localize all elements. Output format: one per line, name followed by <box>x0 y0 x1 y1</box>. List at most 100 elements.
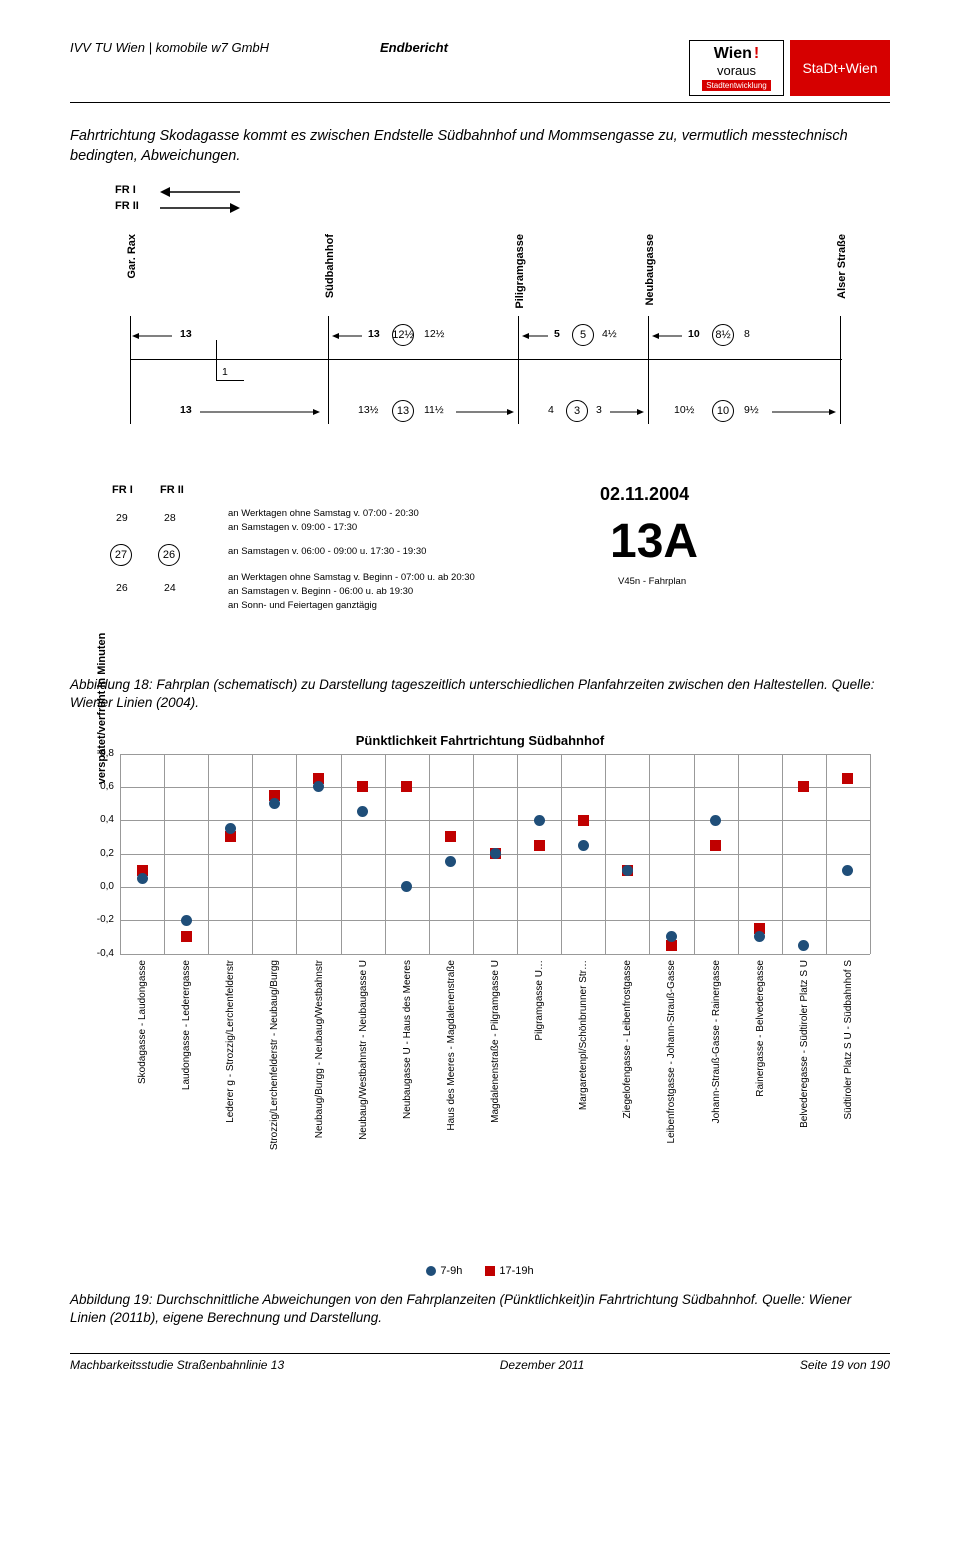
y-tick-label: -0,4 <box>80 948 114 959</box>
page-header: IVV TU Wien | komobile w7 GmbH Endberich… <box>70 40 890 96</box>
header-logos: Wien! voraus Stadtentwicklung StaDt+Wien <box>689 40 890 96</box>
y-tick-label: 0,0 <box>80 881 114 892</box>
stop-label: Neubaugasse <box>644 234 656 306</box>
grid-line <box>341 754 342 954</box>
grid-line <box>296 754 297 954</box>
y-tick-label: 0,2 <box>80 848 114 859</box>
line-number: 13A <box>610 514 698 569</box>
data-point <box>490 848 501 859</box>
grid-line <box>120 754 870 755</box>
arrow-left-icon <box>160 186 240 198</box>
data-point <box>754 931 765 942</box>
schematic-figure: FR I FR II Gar. Rax Südbahnhof Piligramg… <box>70 184 890 664</box>
x-tick-label: Neubaug/Burgg - Neubaug/Westbahnstr <box>314 960 325 1138</box>
y-tick-label: -0,2 <box>80 914 114 925</box>
caption-19: Abbildung 19: Durchschnittliche Abweichu… <box>70 1291 890 1327</box>
data-point <box>710 815 721 826</box>
grid-line <box>120 754 121 954</box>
x-tick-label: Strozzig/Lerchenfelderstr - Neubaug/Burg… <box>269 960 280 1150</box>
x-tick-label: Laudongasse - Lederergasse <box>181 960 192 1090</box>
data-point <box>357 806 368 817</box>
stop-label: Südbahnhof <box>324 234 336 298</box>
grid-line <box>120 787 870 788</box>
data-point <box>401 781 412 792</box>
x-tick-label: Rainergasse - Belvederegasse <box>755 960 766 1097</box>
data-point <box>181 915 192 926</box>
x-tick-label: Pilgramgasse U… <box>534 960 545 1041</box>
x-tick-label: Ziegelofengasse - Leibenfrostgasse <box>622 960 633 1118</box>
footer-rule <box>70 1353 890 1354</box>
x-tick-label: Johann-Strauß-Gasse - Rainergasse <box>711 960 722 1123</box>
data-point <box>269 798 280 809</box>
data-point <box>181 931 192 942</box>
data-point <box>225 823 236 834</box>
intro-paragraph: Fahrtrichtung Skodagasse kommt es zwisch… <box>70 127 890 166</box>
data-point <box>137 873 148 884</box>
data-point <box>401 881 412 892</box>
footer-mid: Dezember 2011 <box>500 1358 585 1372</box>
data-point <box>710 840 721 851</box>
y-tick-label: 0,4 <box>80 814 114 825</box>
schematic-date: 02.11.2004 <box>600 484 689 505</box>
logo-wien-voraus: Wien! voraus Stadtentwicklung <box>689 40 784 96</box>
header-left: IVV TU Wien | komobile w7 GmbH <box>70 40 269 55</box>
data-point <box>622 865 633 876</box>
data-point <box>578 840 589 851</box>
track-line <box>130 359 842 360</box>
y-tick-label: 0,6 <box>80 781 114 792</box>
x-tick-label: Margaretenpl/Schönbrunner Str… <box>578 960 589 1110</box>
x-tick-label: Magdalenenstraße - Pilgramgasse U <box>490 960 501 1123</box>
data-point <box>534 840 545 851</box>
chart-legend: 7-9h 17-19h <box>70 1265 890 1279</box>
data-point <box>445 856 456 867</box>
fr2-label: FR II <box>115 200 139 212</box>
x-tick-label: Neubaug/Westbahnstr - Neubaugasse U <box>358 960 369 1140</box>
grid-line <box>870 754 871 954</box>
stop-label: Gar. Rax <box>126 234 138 279</box>
grid-line <box>517 754 518 954</box>
x-tick-label: Haus des Meeres - Magdalenenstraße <box>446 960 457 1131</box>
x-tick-label: Lederer g - Strozzig/Lerchenfelderstr <box>225 960 236 1123</box>
data-point <box>534 815 545 826</box>
grid-line <box>120 887 870 888</box>
grid-line <box>605 754 606 954</box>
chart-title: Pünktlichkeit Fahrtrichtung Südbahnhof <box>70 733 890 748</box>
legend-marker-red <box>485 1266 495 1276</box>
header-title: Endbericht <box>380 40 448 55</box>
caption-18: Abbildung 18: Fahrplan (schematisch) zu … <box>70 676 890 712</box>
grid-line <box>649 754 650 954</box>
fr1-label: FR I <box>115 184 136 196</box>
grid-line <box>429 754 430 954</box>
footer-right: Seite 19 von 190 <box>800 1358 890 1372</box>
footer-left: Machbarkeitsstudie Straßenbahnlinie 13 <box>70 1358 284 1372</box>
y-tick-label: 0,8 <box>80 748 114 759</box>
grid-line <box>473 754 474 954</box>
punctuality-chart: Pünktlichkeit Fahrtrichtung Südbahnhof v… <box>70 733 890 1279</box>
data-point <box>578 815 589 826</box>
x-tick-label: Neubaugasse U - Haus des Meeres <box>402 960 413 1119</box>
data-point <box>357 781 368 792</box>
header-rule <box>70 102 890 103</box>
grid-line <box>164 754 165 954</box>
grid-line <box>120 920 870 921</box>
data-point <box>445 831 456 842</box>
grid-line <box>208 754 209 954</box>
x-tick-label: Skodagasse - Laudongasse <box>137 960 148 1084</box>
x-tick-label: Belvederegasse - Südtiroler Platz S U <box>799 960 810 1128</box>
y-axis-label: verspätet/verfrüht in Minuten <box>96 632 108 784</box>
grid-line <box>694 754 695 954</box>
grid-line <box>561 754 562 954</box>
data-point <box>313 781 324 792</box>
grid-line <box>385 754 386 954</box>
data-point <box>798 940 809 951</box>
x-tick-label: Leibenfrostgasse - Johann-Strauß-Gasse <box>666 960 677 1143</box>
plan-name: V45n - Fahrplan <box>618 576 686 587</box>
page-footer: Machbarkeitsstudie Straßenbahnlinie 13 D… <box>70 1358 890 1372</box>
stop-label: Alser Straße <box>836 234 848 299</box>
grid-line <box>120 820 870 821</box>
data-point <box>842 865 853 876</box>
arrow-right-icon <box>160 202 240 214</box>
x-tick-label: Südtiroler Platz S U - Südbahnhof S <box>843 960 854 1120</box>
logo-stadt-wien: StaDt+Wien <box>790 40 890 96</box>
grid-line <box>738 754 739 954</box>
